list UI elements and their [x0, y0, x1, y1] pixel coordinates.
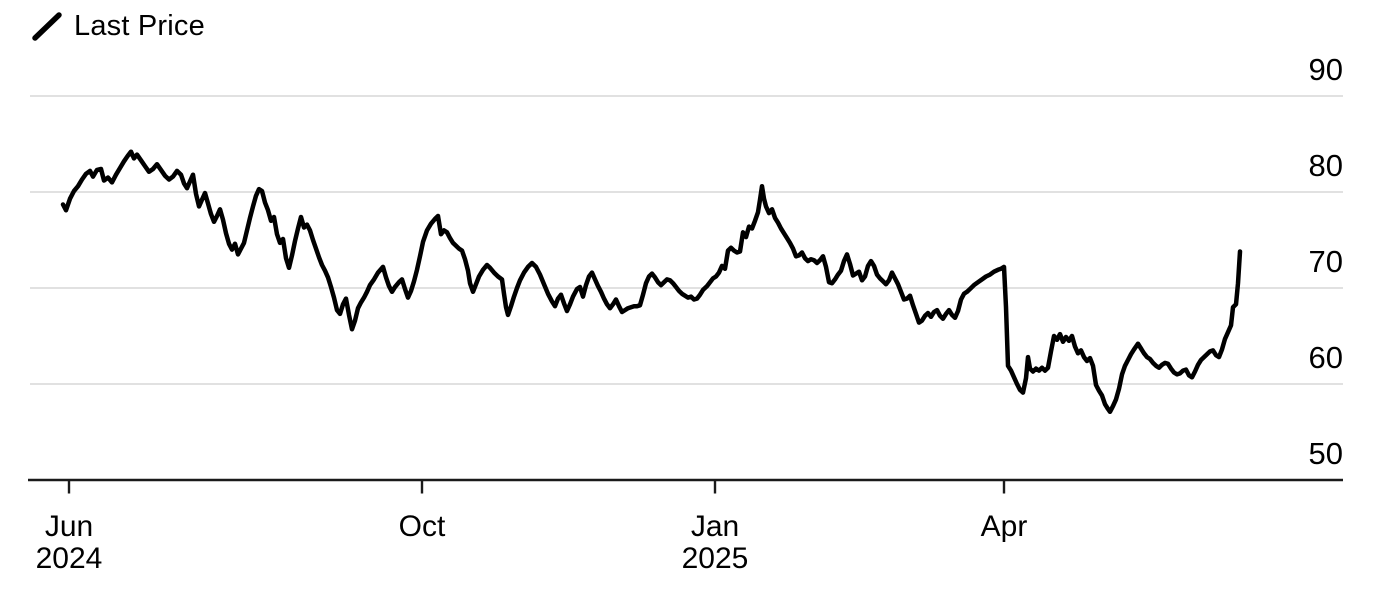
slash-icon — [30, 9, 64, 43]
x-tick-year-2025: 2025 — [682, 542, 749, 575]
y-axis-label-70: 70 — [1309, 244, 1343, 279]
legend-series-label: Last Price — [74, 9, 205, 42]
x-tick-label-Jan: Jan — [691, 510, 739, 543]
x-tick-year-2024: 2024 — [36, 542, 103, 575]
x-tick-label-Oct: Oct — [399, 510, 446, 543]
y-axis-label-80: 80 — [1309, 148, 1343, 183]
price-line — [60, 149, 1243, 415]
y-axis-label-50: 50 — [1309, 436, 1343, 471]
y-axis-label-90: 90 — [1309, 52, 1343, 87]
chart-legend: Last Price — [30, 6, 205, 46]
x-tick-label-Jun: Jun — [45, 510, 93, 543]
y-axis-label-60: 60 — [1309, 340, 1343, 375]
x-tick-label-Apr: Apr — [981, 510, 1028, 543]
